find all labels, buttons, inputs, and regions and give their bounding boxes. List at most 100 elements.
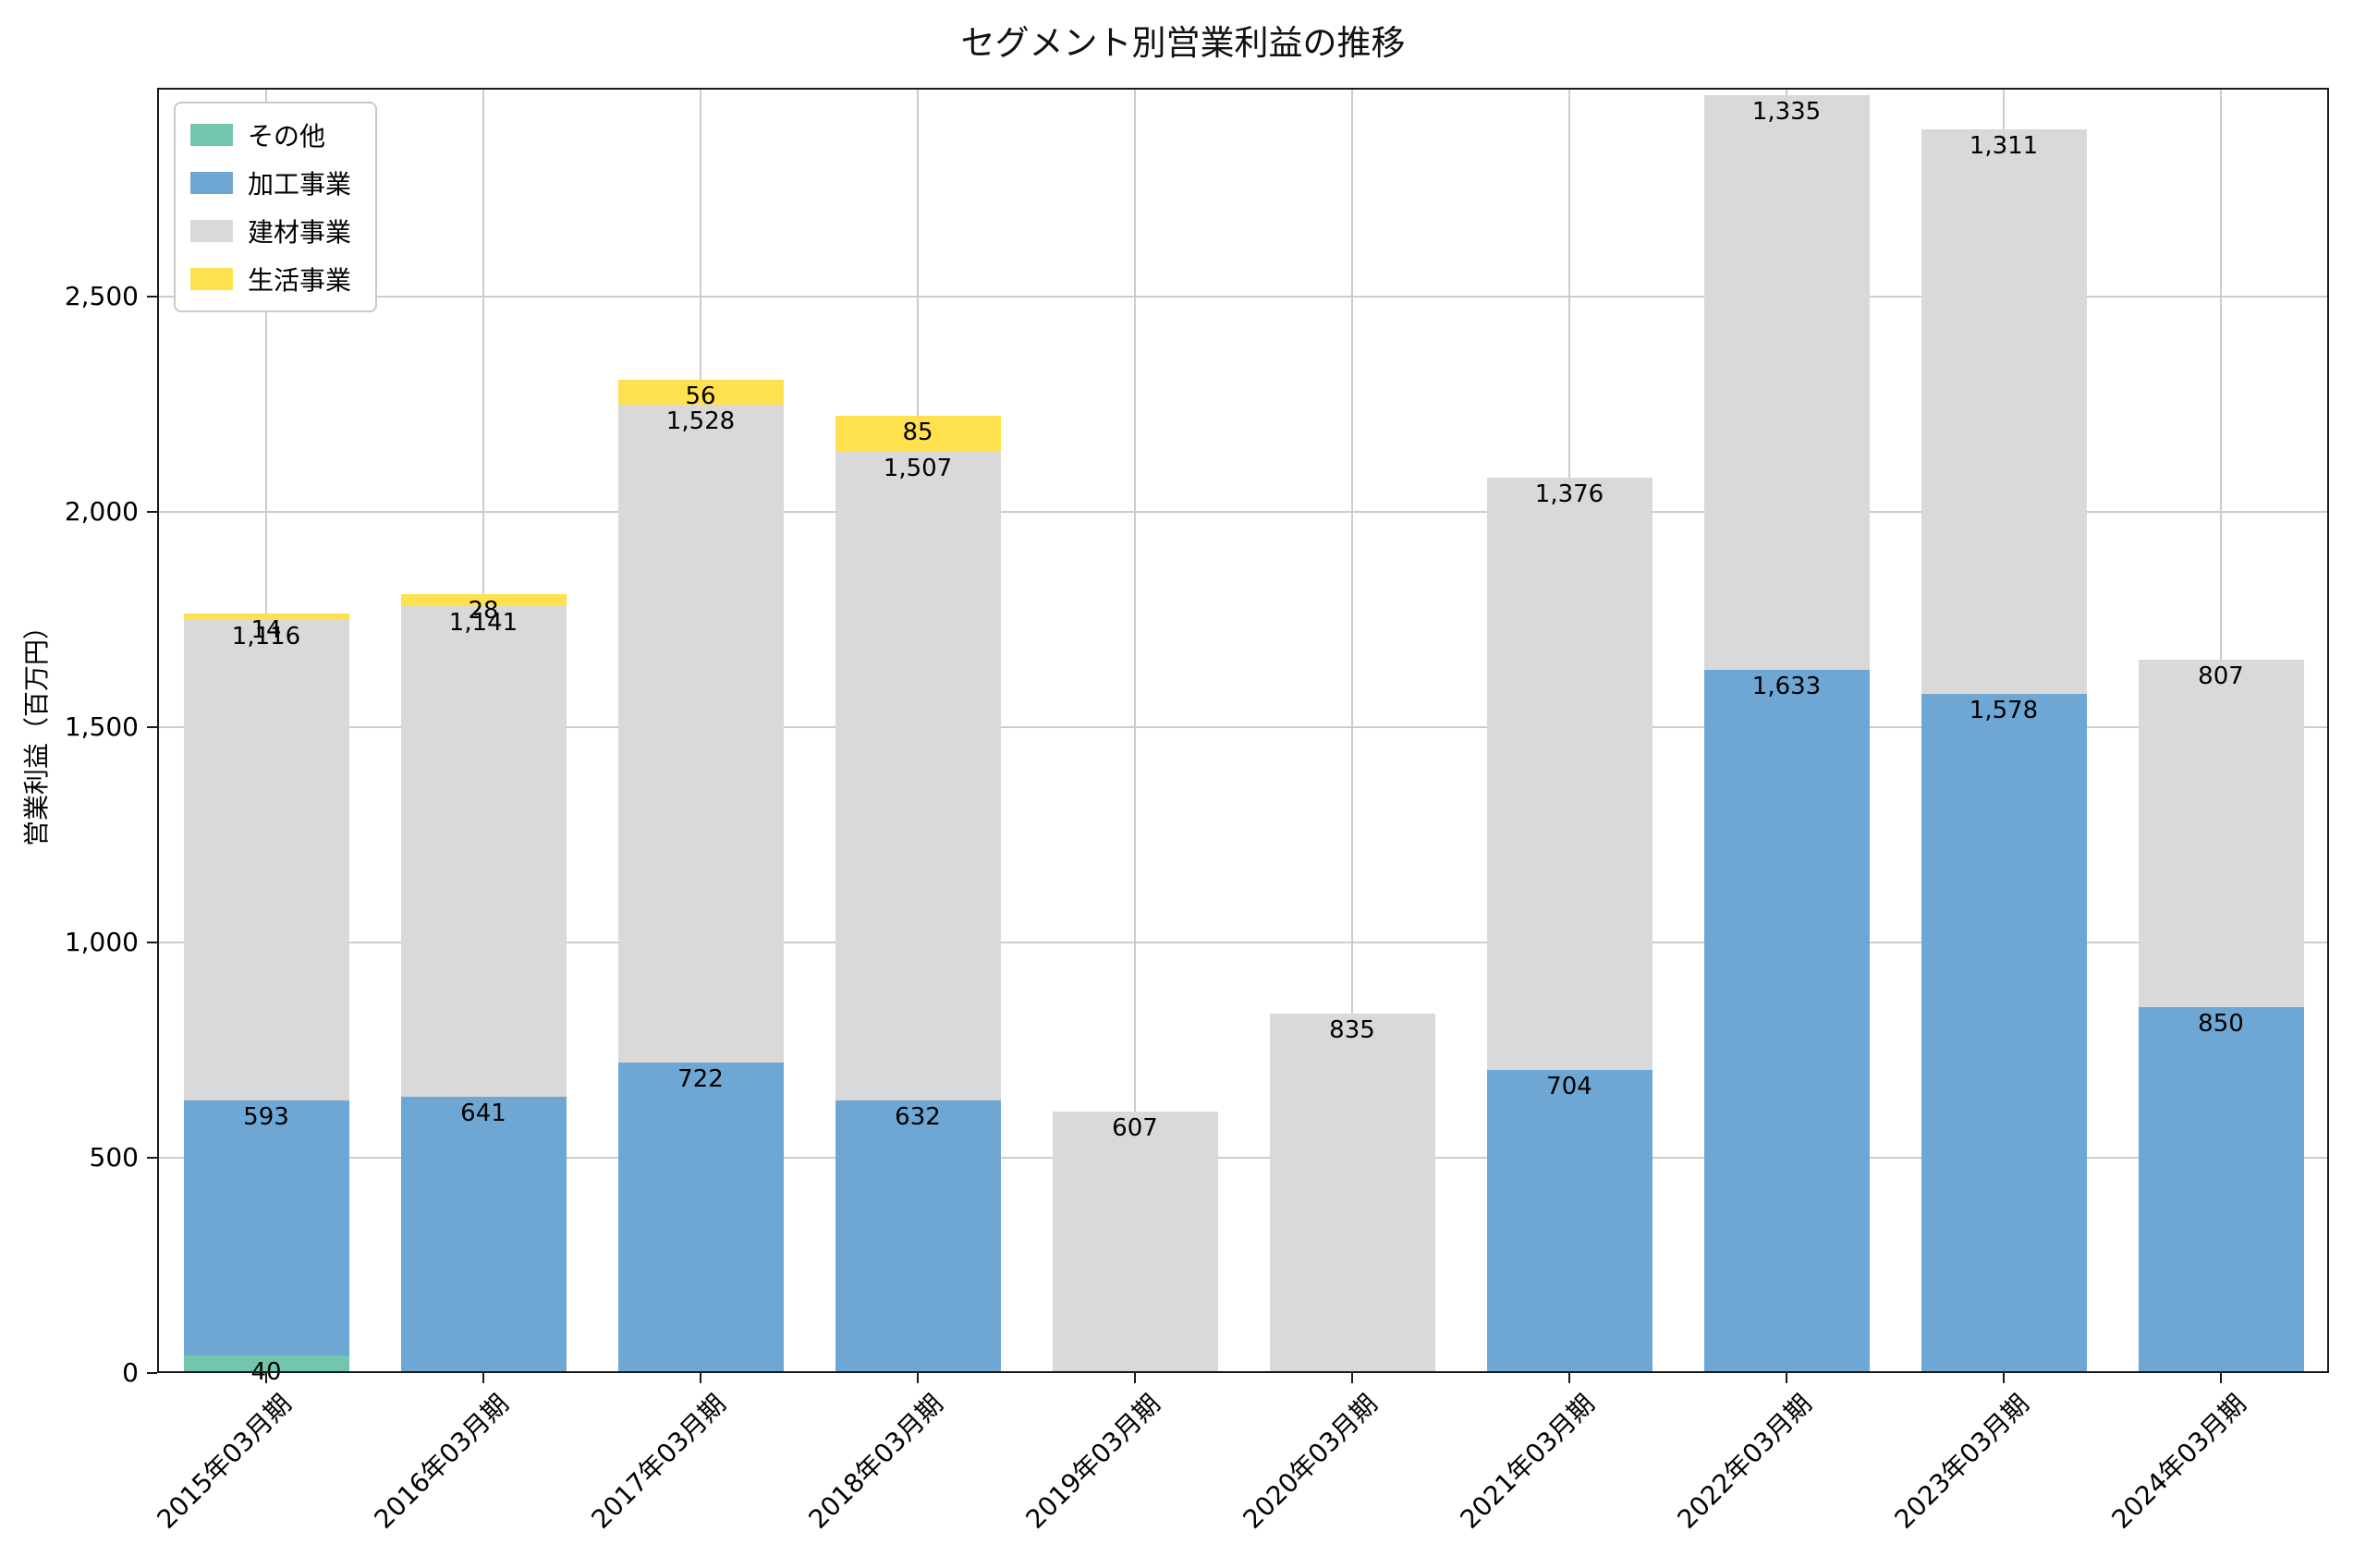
y-tick-mark <box>147 726 157 728</box>
x-tick-label: 2018年03月期 <box>802 1388 949 1535</box>
bar-value-label: 1,376 <box>1534 480 1604 508</box>
bar-value-label: 1,116 <box>231 622 301 650</box>
bar-segment <box>617 1062 784 1373</box>
bar-value-label: 1,633 <box>1751 673 1822 701</box>
bar-segment <box>1921 128 2087 694</box>
bar-segment <box>400 605 567 1098</box>
legend-swatch-icon <box>190 172 233 194</box>
y-tick-mark <box>147 296 157 298</box>
legend-swatch-icon <box>190 220 233 242</box>
bar-value-label: 835 <box>1329 1015 1375 1044</box>
bar-segment <box>617 380 784 405</box>
legend-item: 建材事業 <box>190 213 351 249</box>
grid-line-horizontal <box>157 942 2329 943</box>
y-tick-mark <box>147 1157 157 1159</box>
bar-value-label: 632 <box>895 1103 941 1132</box>
x-tick-label: 2016年03月期 <box>368 1388 515 1535</box>
y-axis-title: 営業利益（百万円） <box>21 613 52 847</box>
x-tick-mark <box>2220 1373 2222 1383</box>
x-tick-mark <box>1568 1373 1570 1383</box>
bar-value-label: 704 <box>1546 1072 1592 1100</box>
x-tick-mark <box>1786 1373 1787 1383</box>
x-tick-label: 2024年03月期 <box>2105 1388 2252 1535</box>
legend-swatch-icon <box>190 124 233 146</box>
bar-segment <box>1052 1112 1218 1373</box>
x-tick-label: 2015年03月期 <box>151 1388 298 1535</box>
bar-value-label: 1,528 <box>665 407 736 435</box>
bar-segment <box>400 593 567 606</box>
x-tick-label: 2017年03月期 <box>585 1388 732 1535</box>
bar-segment <box>1486 1069 1653 1373</box>
bar-segment <box>183 614 349 620</box>
grid-line-vertical <box>1134 88 1136 1373</box>
bar-segment <box>183 1100 349 1356</box>
grid-line-horizontal <box>157 511 2329 513</box>
y-tick-mark <box>147 511 157 513</box>
bar-segment <box>400 1097 567 1373</box>
x-tick-mark <box>1351 1373 1353 1383</box>
y-tick-label: 1,500 <box>64 711 139 742</box>
bar-value-label: 641 <box>460 1100 506 1128</box>
bar-segment <box>1486 477 1653 1070</box>
y-tick-label: 2,500 <box>64 281 139 311</box>
x-tick-mark <box>2003 1373 2005 1383</box>
bar-value-label: 807 <box>2198 662 2244 690</box>
x-tick-mark <box>917 1373 919 1383</box>
bar-value-label: 593 <box>243 1103 289 1132</box>
bar-segment <box>183 1355 349 1373</box>
bar-value-label: 1,507 <box>883 455 953 483</box>
grid-line-horizontal <box>157 296 2329 298</box>
y-tick-label: 0 <box>122 1357 139 1388</box>
legend-item: その他 <box>190 116 351 153</box>
bar-value-label: 1,311 <box>1969 131 2039 160</box>
bar-segment <box>617 404 784 1063</box>
x-tick-label: 2021年03月期 <box>1454 1388 1601 1535</box>
bar-segment <box>1921 693 2087 1373</box>
chart-title: セグメント別営業利益の推移 <box>960 23 1406 63</box>
x-tick-mark <box>482 1373 484 1383</box>
bar-value-label: 607 <box>1112 1114 1158 1143</box>
bar-value-label: 1,141 <box>448 608 518 637</box>
bar-segment <box>1703 670 1870 1373</box>
bar-segment <box>835 1100 1001 1373</box>
y-tick-mark <box>147 1372 157 1374</box>
bar-segment <box>2138 659 2304 1007</box>
bar-segment <box>183 619 349 1101</box>
y-tick-label: 500 <box>89 1142 139 1173</box>
legend-item: 加工事業 <box>190 164 351 201</box>
x-tick-label: 2022年03月期 <box>1671 1388 1818 1535</box>
bar-value-label: 85 <box>902 418 933 446</box>
bar-segment <box>835 415 1001 453</box>
bar-value-label: 1,578 <box>1969 696 2039 724</box>
grid-line-vertical <box>1351 88 1353 1373</box>
x-tick-mark <box>1134 1373 1136 1383</box>
legend-swatch-icon <box>190 268 233 290</box>
x-tick-mark <box>700 1373 701 1383</box>
bar-segment <box>835 452 1001 1101</box>
y-tick-label: 1,000 <box>64 927 139 957</box>
y-tick-mark <box>147 942 157 943</box>
x-tick-mark <box>265 1373 267 1383</box>
grid-line-horizontal <box>157 726 2329 728</box>
x-tick-label: 2020年03月期 <box>1237 1388 1384 1535</box>
x-tick-label: 2023年03月期 <box>1888 1388 2035 1535</box>
bar-segment <box>2138 1006 2304 1373</box>
bar-value-label: 28 <box>468 596 499 625</box>
legend-item: 生活事業 <box>190 261 351 298</box>
bar-value-label: 56 <box>685 383 716 411</box>
y-tick-label: 2,000 <box>64 496 139 527</box>
bar-value-label: 722 <box>677 1064 724 1093</box>
bar-segment <box>1703 94 1870 671</box>
legend-label: 加工事業 <box>248 169 352 200</box>
grid-line-horizontal <box>157 1157 2329 1159</box>
bar-value-label: 1,335 <box>1751 97 1822 126</box>
legend: その他加工事業建材事業生活事業 <box>174 102 378 312</box>
legend-label: その他 <box>248 121 326 152</box>
bar-value-label: 14 <box>250 616 282 645</box>
legend-label: 建材事業 <box>248 217 352 248</box>
bar-value-label: 850 <box>2198 1009 2244 1038</box>
legend-label: 生活事業 <box>248 265 352 296</box>
bar-segment <box>1269 1013 1435 1373</box>
x-tick-label: 2019年03月期 <box>1019 1388 1166 1535</box>
